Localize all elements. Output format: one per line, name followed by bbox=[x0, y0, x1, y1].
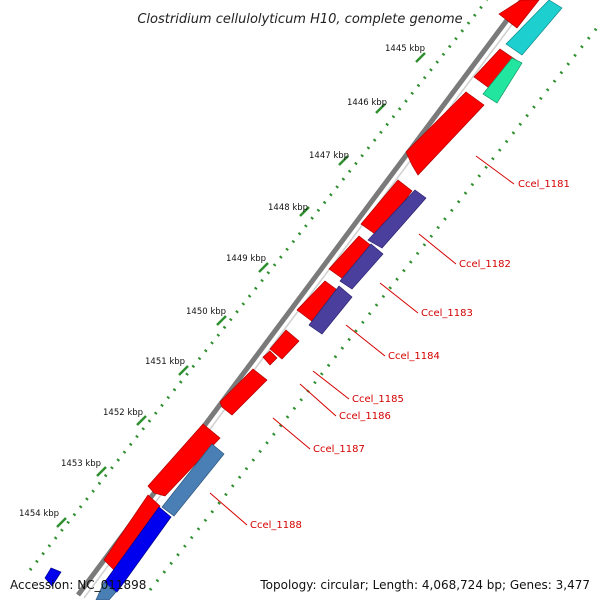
gene-arrow-steel-bottom bbox=[95, 581, 117, 600]
genome-backbone bbox=[75, 0, 525, 597]
gene-arrow-ccel-1188 bbox=[161, 443, 225, 517]
leader-ccel-1186 bbox=[299, 383, 337, 417]
gene-arrow-ccel-1187 bbox=[219, 368, 268, 416]
kbp-label: 1450 kbp bbox=[186, 307, 226, 317]
tick-1449 bbox=[258, 262, 269, 273]
leader-ccel-1184 bbox=[345, 324, 386, 357]
gene-arrow-blue bbox=[103, 506, 172, 593]
gene-label-ccel-1186: Ccel_1186 bbox=[339, 411, 391, 422]
outer-scale-ring bbox=[28, 0, 489, 571]
tick-1453 bbox=[96, 466, 107, 477]
leader-ccel-1182 bbox=[418, 233, 457, 265]
kbp-label: 1451 kbp bbox=[145, 357, 185, 367]
gene-label-ccel-1181: Ccel_1181 bbox=[518, 179, 570, 190]
gene-arrow-green bbox=[482, 57, 523, 104]
kbp-label: 1445 kbp bbox=[385, 44, 425, 54]
leader-ccel-1188 bbox=[209, 492, 248, 526]
tick-1450 bbox=[216, 315, 227, 326]
leader-ccel-1187 bbox=[272, 417, 311, 450]
tick-1452 bbox=[136, 415, 147, 426]
tick-1446 bbox=[375, 103, 386, 114]
gene-label-ccel-1182: Ccel_1182 bbox=[459, 259, 511, 270]
gene-arrow bbox=[498, 0, 540, 29]
gene-arrow-ccel-1181 bbox=[405, 91, 485, 176]
gene-arrow-ccel-1182-rev bbox=[367, 189, 427, 249]
kbp-label: 1447 kbp bbox=[309, 151, 349, 161]
tick-1448 bbox=[299, 206, 310, 217]
gene-label-ccel-1183: Ccel_1183 bbox=[421, 308, 473, 319]
label-leaders bbox=[209, 155, 515, 526]
gene-arrow-ccel-1185 bbox=[269, 329, 300, 360]
gene-label-ccel-1187: Ccel_1187 bbox=[313, 444, 365, 455]
gene-arrow-ccel-1186 bbox=[262, 350, 278, 366]
leader-ccel-1181 bbox=[475, 155, 515, 185]
kbp-labels: 1445 kbp 1446 kbp 1447 kbp 1448 kbp 1449… bbox=[19, 44, 425, 519]
kbp-ticks bbox=[56, 52, 426, 528]
gene-arrow-ccel-1184-rev bbox=[308, 285, 353, 335]
gene-arrow bbox=[147, 423, 221, 497]
gene-label-ccel-1184: Ccel_1184 bbox=[388, 351, 440, 362]
kbp-label: 1449 kbp bbox=[226, 254, 266, 264]
leader-ccel-1183 bbox=[379, 282, 419, 314]
gene-arrow-cyan bbox=[505, 0, 563, 56]
leader-ccel-1185 bbox=[312, 370, 350, 400]
tick-1451 bbox=[178, 365, 189, 376]
tick-1445 bbox=[415, 52, 426, 63]
reverse-strand-genes bbox=[44, 0, 563, 600]
tick-1447 bbox=[338, 155, 349, 166]
kbp-label: 1452 kbp bbox=[103, 408, 143, 418]
kbp-label: 1446 kbp bbox=[347, 98, 387, 108]
gene-arrow-small-blue bbox=[44, 567, 62, 587]
kbp-label: 1453 kbp bbox=[61, 459, 101, 469]
accession-text: Accession: NC_011898 bbox=[10, 578, 147, 592]
gene-label-ccel-1185: Ccel_1185 bbox=[352, 394, 404, 405]
kbp-label: 1448 kbp bbox=[268, 203, 308, 213]
map-title: Clostridium cellulolyticum H10, complete… bbox=[137, 12, 462, 27]
genome-summary-text: Topology: circular; Length: 4,068,724 bp… bbox=[260, 578, 590, 592]
tick-1454 bbox=[56, 517, 67, 528]
gene-label-ccel-1188: Ccel_1188 bbox=[250, 520, 302, 531]
forward-strand-genes bbox=[103, 0, 540, 571]
gene-arrow-ccel-1183-rev bbox=[339, 243, 384, 290]
kbp-label: 1454 kbp bbox=[19, 509, 59, 519]
gene-labels: Ccel_1181 Ccel_1182 Ccel_1183 Ccel_1184 … bbox=[250, 179, 570, 531]
